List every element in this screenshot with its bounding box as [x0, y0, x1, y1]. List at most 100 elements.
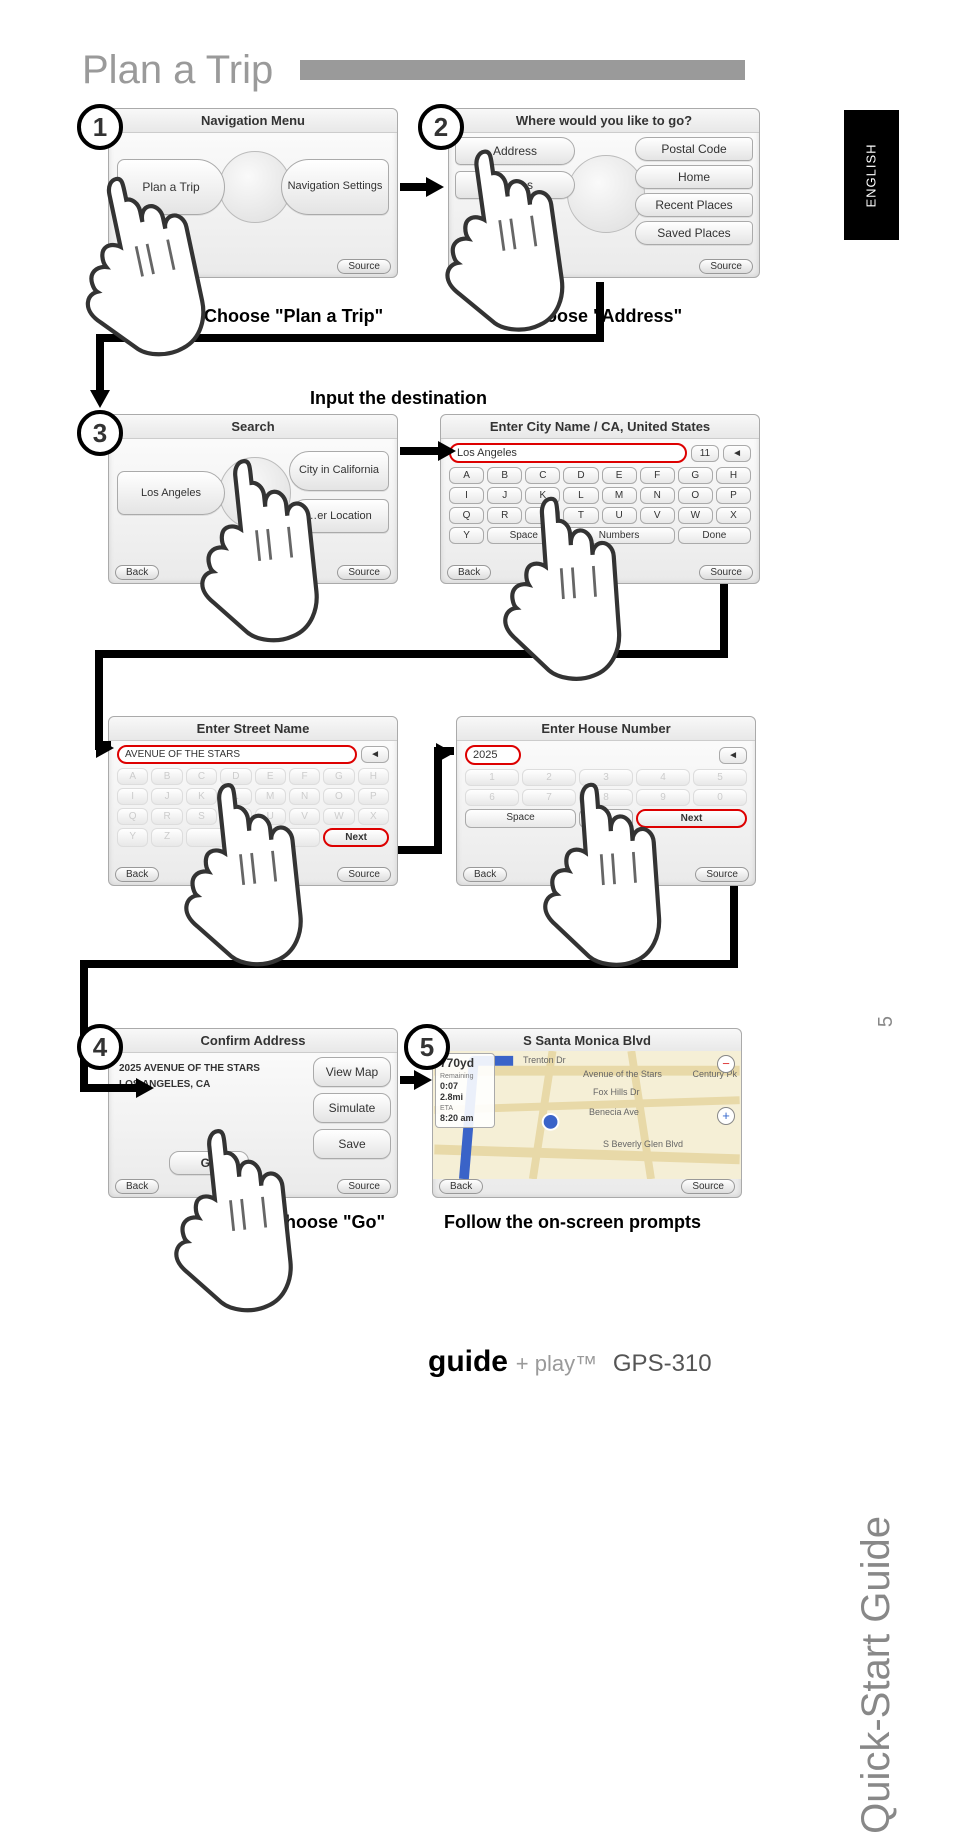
street-label: Fox Hills Dr	[593, 1087, 640, 1097]
source-button[interactable]: Source	[699, 259, 753, 274]
key[interactable]: W	[323, 808, 354, 825]
count-display: 11	[691, 445, 719, 462]
key[interactable]: 1	[465, 769, 519, 786]
step-badge-2: 2	[418, 104, 464, 150]
step-badge-3: 3	[77, 410, 123, 456]
step-badge-1: 1	[77, 104, 123, 150]
screen-title: Enter House Number	[457, 717, 755, 741]
key[interactable]: X	[716, 507, 751, 524]
backspace-key[interactable]: ◄	[719, 747, 747, 764]
key[interactable]: 5	[693, 769, 747, 786]
source-button[interactable]: Source	[337, 259, 391, 274]
center-circle	[567, 155, 645, 233]
flow-line	[80, 960, 88, 1090]
key[interactable]: G	[323, 768, 354, 785]
key[interactable]: V	[640, 507, 675, 524]
caption-step3: Input the destination	[310, 388, 487, 409]
map-area[interactable]: Trenton Dr Avenue of the Stars Century P…	[433, 1051, 741, 1179]
key[interactable]: B	[487, 467, 522, 484]
page-title: Plan a Trip	[82, 48, 273, 93]
city-input[interactable]: Los Angeles	[449, 443, 687, 463]
key[interactable]: F	[640, 467, 675, 484]
screen-title: Search	[109, 415, 397, 439]
save-button[interactable]: Save	[313, 1129, 391, 1159]
key[interactable]: P	[716, 487, 751, 504]
footer-play: + play™	[516, 1351, 597, 1376]
map-zoom-in[interactable]: +	[717, 1107, 735, 1125]
view-map-button[interactable]: View Map	[313, 1057, 391, 1087]
back-button[interactable]: Back	[115, 867, 159, 882]
key[interactable]: C	[525, 467, 560, 484]
confirm-line1: 2025 AVENUE OF THE STARS	[119, 1063, 260, 1074]
back-button[interactable]: Back	[439, 1179, 483, 1194]
miles: 2.8mi	[440, 1092, 490, 1104]
key[interactable]: G	[678, 467, 713, 484]
key[interactable]: N	[640, 487, 675, 504]
key[interactable]: X	[358, 808, 389, 825]
caption-step5: Follow the on-screen prompts	[444, 1212, 701, 1233]
recent-button[interactable]: Recent Places	[635, 193, 753, 217]
key[interactable]: E	[602, 467, 637, 484]
street-label: Avenue of the Stars	[583, 1069, 662, 1079]
key[interactable]: A	[117, 768, 148, 785]
backspace-key[interactable]: ◄	[361, 746, 389, 763]
key[interactable]: O	[323, 788, 354, 805]
flow-line	[95, 650, 103, 750]
key[interactable]: Y	[117, 828, 148, 847]
key[interactable]: P	[358, 788, 389, 805]
arrow-head	[436, 743, 454, 763]
house-input[interactable]: 2025	[465, 745, 521, 765]
key[interactable]: I	[117, 788, 148, 805]
simulate-button[interactable]: Simulate	[313, 1093, 391, 1123]
flow-line	[596, 282, 604, 340]
home-button[interactable]: Home	[635, 165, 753, 189]
footer: guide + play™ GPS-310	[428, 1345, 712, 1379]
arrow-head	[96, 738, 114, 758]
key[interactable]: Y	[449, 527, 484, 544]
key[interactable]: H	[716, 467, 751, 484]
source-button[interactable]: Source	[681, 1179, 735, 1194]
key[interactable]: O	[678, 487, 713, 504]
arrow-line	[434, 750, 442, 854]
key[interactable]: D	[563, 467, 598, 484]
done-key[interactable]: Done	[678, 527, 751, 544]
arrow-head-down	[90, 390, 110, 408]
screen-title: Navigation Menu	[109, 109, 397, 133]
source-button[interactable]: Source	[337, 867, 391, 882]
key[interactable]: 6	[465, 789, 519, 806]
street-label: Trenton Dr	[523, 1055, 566, 1065]
key[interactable]: I	[449, 487, 484, 504]
back-button[interactable]: Back	[115, 565, 159, 580]
key[interactable]: 0	[693, 789, 747, 806]
street-input[interactable]: AVENUE OF THE STARS	[117, 745, 357, 764]
map-info-panel: 770yd Remaining 0:07 2.8mi ETA 8:20 am	[435, 1053, 495, 1128]
key[interactable]: A	[449, 467, 484, 484]
hand-icon	[523, 771, 677, 981]
source-button[interactable]: Source	[699, 565, 753, 580]
screen-title: S Santa Monica Blvd	[433, 1029, 741, 1053]
key[interactable]: Q	[117, 808, 148, 825]
hand-icon	[417, 133, 584, 352]
source-button[interactable]: Source	[337, 1179, 391, 1194]
saved-button[interactable]: Saved Places	[635, 221, 753, 245]
screen-map: S Santa Monica Blvd Trenton Dr Avenue of…	[432, 1028, 742, 1198]
back-button[interactable]: Back	[447, 565, 491, 580]
arrow-head	[438, 441, 456, 461]
backspace-key[interactable]: ◄	[723, 445, 751, 462]
page-number: 5	[875, 1016, 898, 1027]
back-button[interactable]: Back	[115, 1179, 159, 1194]
flow-line	[730, 886, 738, 964]
next-button[interactable]: Next	[323, 828, 389, 847]
nav-settings-button[interactable]: Navigation Settings	[281, 159, 389, 215]
language-tab: ENGLISH	[844, 110, 899, 240]
key[interactable]: Q	[449, 507, 484, 524]
back-button[interactable]: Back	[463, 867, 507, 882]
postal-button[interactable]: Postal Code	[635, 137, 753, 161]
key[interactable]: H	[358, 768, 389, 785]
distance: 770yd	[440, 1056, 490, 1072]
map-zoom-out[interactable]: −	[717, 1055, 735, 1073]
source-button[interactable]: Source	[695, 867, 749, 882]
street-label: S Beverly Glen Blvd	[603, 1139, 683, 1149]
key[interactable]: W	[678, 507, 713, 524]
source-button[interactable]: Source	[337, 565, 391, 580]
